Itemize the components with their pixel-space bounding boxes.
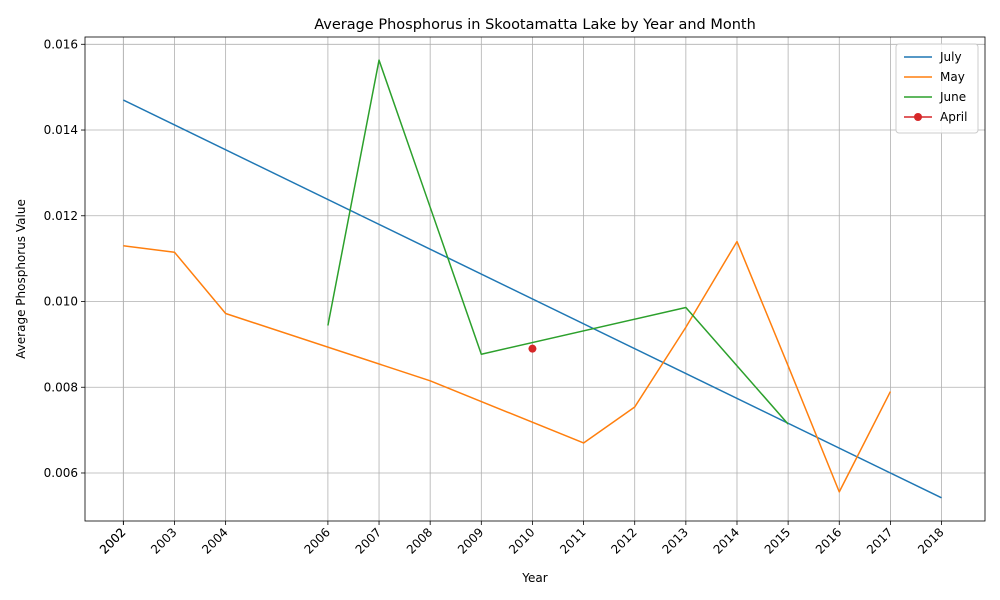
legend-label: July [939, 50, 962, 64]
y-tick-label: 0.014 [44, 123, 78, 137]
y-tick-label: 0.006 [44, 466, 78, 480]
legend: July May June April [895, 43, 979, 134]
legend-item-july: July [904, 50, 962, 64]
series-layer [123, 59, 942, 499]
legend-item-may: May [904, 70, 965, 84]
y-tick-label: 0.008 [44, 380, 78, 394]
series-july [123, 99, 942, 499]
chart-title: Average Phosphorus in Skootamatta Lake b… [314, 17, 756, 33]
legend-marker [914, 113, 922, 121]
legend-label: April [940, 110, 967, 124]
y-tick-label: 0.012 [44, 209, 78, 223]
y-tick-label: 0.010 [44, 295, 78, 309]
legend-box [895, 43, 979, 134]
plot-frame [84, 36, 986, 522]
y-axis-label: Average Phosphorus Value [14, 199, 28, 359]
series-june [327, 59, 789, 425]
x-axis-label: Year [521, 571, 547, 585]
series-may [123, 240, 892, 493]
data-point-april [528, 344, 537, 353]
series-line-may [123, 240, 892, 493]
y-tick-label: 0.016 [44, 37, 78, 51]
series-april [528, 344, 537, 353]
grid [85, 37, 985, 521]
legend-item-june: June [904, 90, 966, 104]
legend-label: June [939, 90, 966, 104]
series-line-july [123, 99, 942, 499]
legend-item-april: April [904, 110, 967, 124]
series-line-june [327, 59, 789, 425]
legend-label: May [940, 70, 965, 84]
y-axis: 0.006 0.008 0.010 0.012 0.014 0.016 [44, 37, 85, 480]
